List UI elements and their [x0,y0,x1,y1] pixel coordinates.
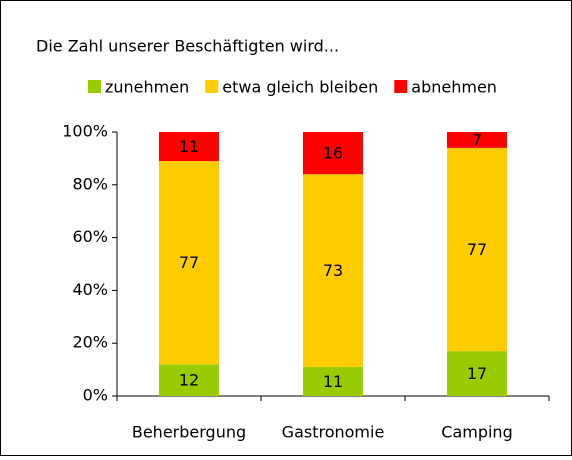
y-tick-label: 60% [72,227,108,246]
y-tick-label: 100% [62,122,108,141]
bar-segment [447,147,507,352]
data-label: 11 [179,137,199,156]
legend-label: zunehmen [105,78,189,97]
bar-segment [303,174,363,367]
data-label: 77 [179,253,199,272]
y-tick-label: 80% [72,174,108,193]
bar-segment [447,351,507,396]
data-label: 77 [467,240,487,259]
x-tick-label: Beherbergung [132,423,246,442]
bar-segment [159,364,219,396]
bar-segment [303,132,363,175]
bar-segment [159,161,219,365]
legend-swatch [205,80,219,93]
data-label: 73 [323,261,343,280]
data-label: 16 [323,144,343,163]
y-tick-label: 20% [72,333,108,352]
x-tick-label: Gastronomie [282,423,385,442]
data-label: 17 [467,364,487,383]
data-label: 7 [472,130,482,149]
data-label: 11 [323,372,343,391]
chart-title: Die Zahl unserer Beschäftigten wird... [36,37,339,56]
bar-segment [447,132,507,148]
legend-label: etwa gleich bleiben [222,78,378,97]
bar-segment [303,366,363,396]
y-tick-label: 0% [83,386,108,405]
x-tick-label: Camping [441,423,512,442]
legend-label: abnehmen [411,78,497,97]
legend-swatch [394,80,408,93]
legend-swatch [88,80,101,93]
y-tick-label: 40% [72,280,108,299]
bar-segment [159,132,219,162]
data-label: 12 [179,371,199,390]
